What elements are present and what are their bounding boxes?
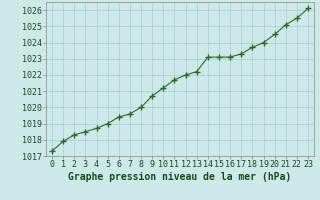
X-axis label: Graphe pression niveau de la mer (hPa): Graphe pression niveau de la mer (hPa) [68,172,292,182]
